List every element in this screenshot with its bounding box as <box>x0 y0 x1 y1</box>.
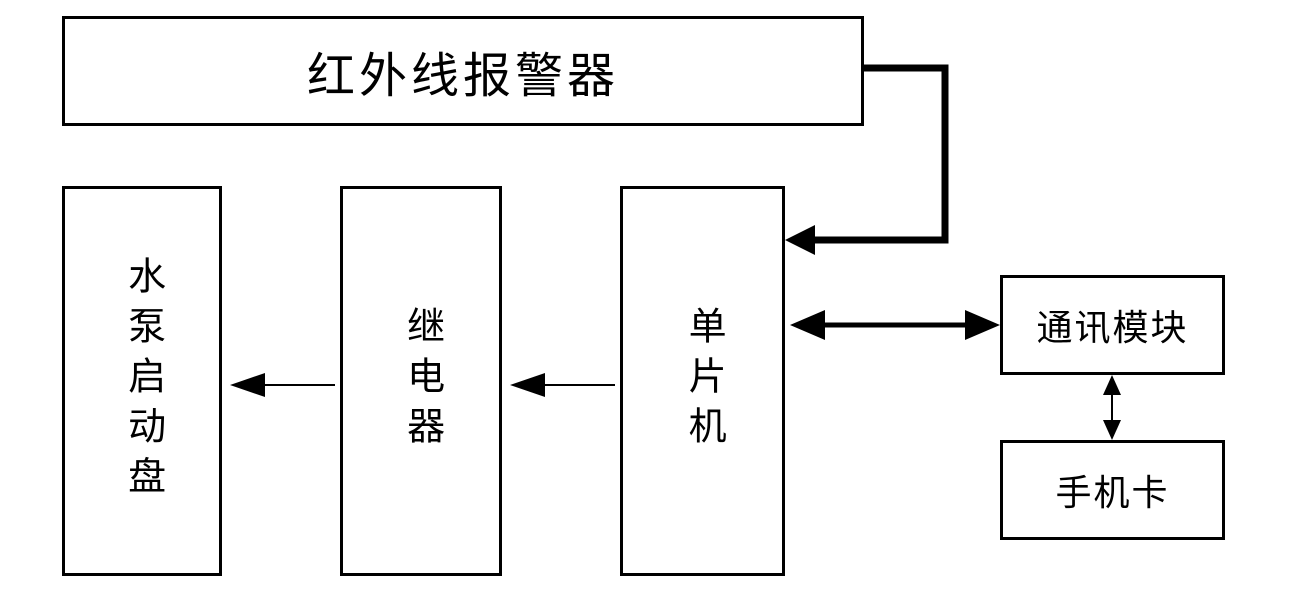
edge-comm-sim <box>0 0 1297 612</box>
